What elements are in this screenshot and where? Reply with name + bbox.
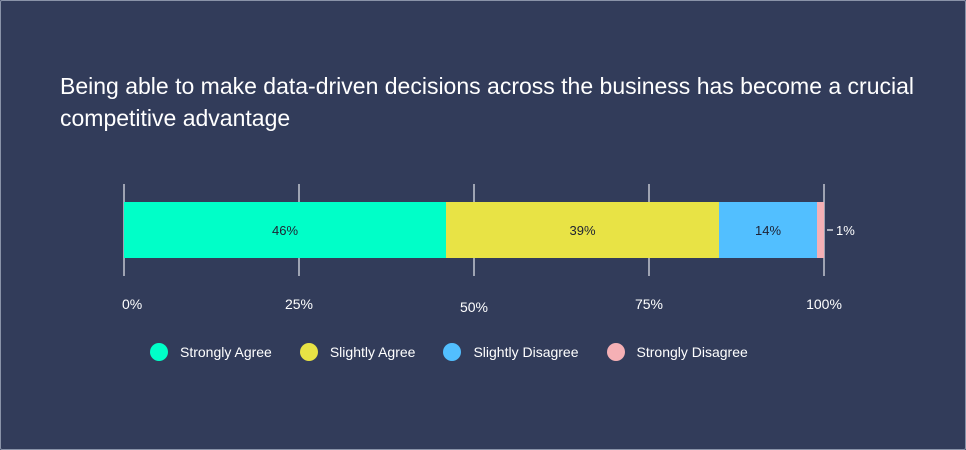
legend-label: Strongly Disagree <box>636 344 748 360</box>
tick-label: 0% <box>122 296 142 312</box>
legend-label: Strongly Agree <box>180 344 272 360</box>
data-label: 14% <box>755 223 781 238</box>
chart-title: Being able to make data-driven decisions… <box>60 73 915 131</box>
legend-item: Strongly Agree <box>150 343 272 361</box>
legend-item: Slightly Disagree <box>443 343 579 361</box>
tick-label: 50% <box>460 299 488 315</box>
legend: Strongly Agree Slightly Agree Slightly Dis… <box>150 343 776 361</box>
data-label: 1% <box>836 223 855 238</box>
legend-swatch <box>150 343 168 361</box>
bar-segment <box>817 202 824 258</box>
bar-segment <box>719 202 817 258</box>
tick-label: 25% <box>285 296 313 312</box>
legend-label: Slightly Agree <box>329 344 416 360</box>
legend-item: Strongly Disagree <box>606 343 748 361</box>
legend-swatch <box>606 343 625 361</box>
legend-item: Slightly Agree <box>299 343 416 361</box>
legend-swatch <box>443 343 462 361</box>
legend-swatch <box>299 343 318 361</box>
tick-label: 75% <box>635 296 663 312</box>
tick-label: 100% <box>806 296 842 312</box>
bar-segment <box>124 202 446 258</box>
legend-label: Slightly Disagree <box>473 344 579 360</box>
data-label: 39% <box>569 223 595 238</box>
data-label: 46% <box>272 223 298 238</box>
bar-segment <box>446 202 719 258</box>
